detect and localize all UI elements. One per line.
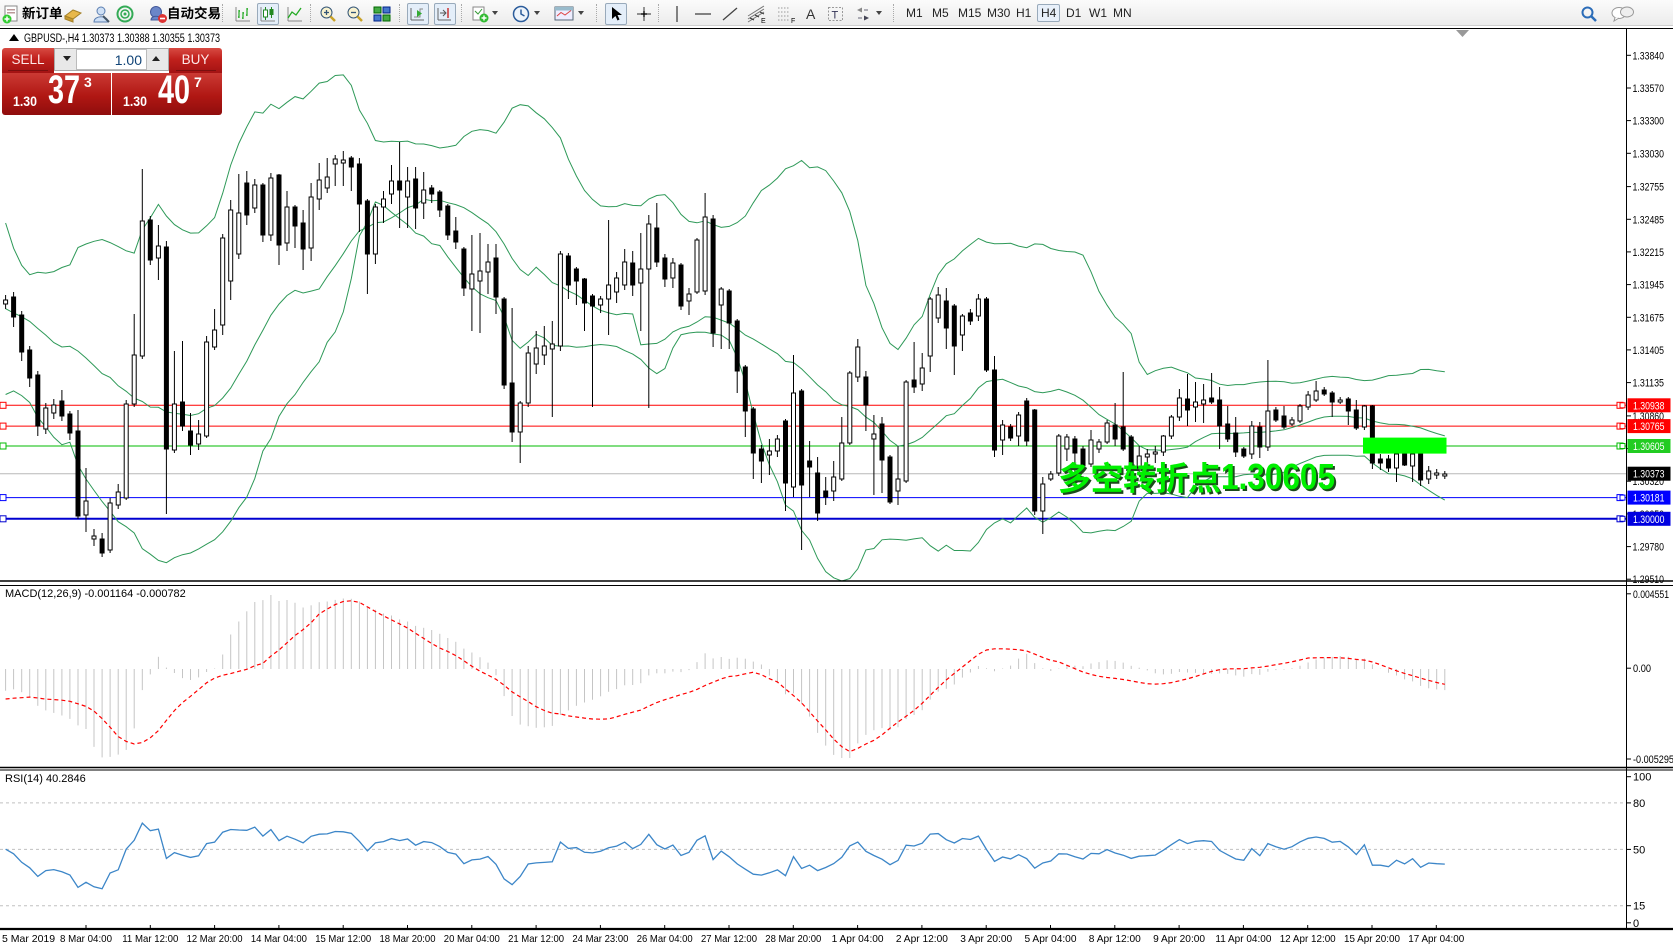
- svg-text:1.29780: 1.29780: [1633, 542, 1665, 554]
- svg-text:A: A: [806, 6, 816, 22]
- svg-text:1.31135: 1.31135: [1633, 378, 1665, 390]
- svg-text:1.32485: 1.32485: [1633, 214, 1665, 226]
- svg-text:F: F: [791, 18, 795, 24]
- svg-text:E: E: [761, 18, 766, 24]
- svg-text:1.31405: 1.31405: [1633, 345, 1665, 357]
- svg-text:GBPUSD-,H4 1.30373 1.30388 1.: GBPUSD-,H4 1.30373 1.30388 1.30355 1.303…: [24, 33, 220, 45]
- svg-text:3 Apr 20:00: 3 Apr 20:00: [960, 933, 1012, 945]
- svg-text:5 Mar 2019: 5 Mar 2019: [2, 933, 55, 945]
- svg-text:2 Apr 12:00: 2 Apr 12:00: [896, 933, 948, 945]
- svg-text:15 Apr 20:00: 15 Apr 20:00: [1344, 933, 1400, 945]
- svg-text:0.004551: 0.004551: [1633, 589, 1669, 601]
- svg-text:T: T: [832, 10, 839, 22]
- svg-text:5 Apr 04:00: 5 Apr 04:00: [1025, 933, 1077, 945]
- svg-text:8 Apr 12:00: 8 Apr 12:00: [1089, 933, 1141, 945]
- svg-text:1.30000: 1.30000: [1633, 514, 1665, 526]
- svg-text:1.31945: 1.31945: [1633, 280, 1665, 292]
- svg-text:12 Mar 20:00: 12 Mar 20:00: [187, 933, 243, 945]
- svg-text:1.31675: 1.31675: [1633, 312, 1665, 324]
- svg-text:1.30373: 1.30373: [1633, 469, 1665, 481]
- svg-text:28 Mar 20:00: 28 Mar 20:00: [765, 933, 821, 945]
- svg-text:15: 15: [1633, 901, 1645, 913]
- svg-text:1.33030: 1.33030: [1633, 148, 1665, 160]
- svg-text:8 Mar 04:00: 8 Mar 04:00: [60, 933, 112, 945]
- svg-text:9 Apr 20:00: 9 Apr 20:00: [1153, 933, 1205, 945]
- svg-text:24 Mar 23:00: 24 Mar 23:00: [572, 933, 628, 945]
- svg-text:RSI(14) 40.2846: RSI(14) 40.2846: [5, 773, 86, 785]
- svg-text:15 Mar 12:00: 15 Mar 12:00: [315, 933, 371, 945]
- svg-text:1.30605: 1.30605: [1633, 441, 1665, 453]
- svg-text:26 Mar 04:00: 26 Mar 04:00: [637, 933, 693, 945]
- svg-text:27 Mar 12:00: 27 Mar 12:00: [701, 933, 757, 945]
- svg-text:0.00: 0.00: [1633, 663, 1651, 675]
- svg-text:11 Apr 04:00: 11 Apr 04:00: [1215, 933, 1271, 945]
- svg-text:1.30938: 1.30938: [1633, 400, 1665, 412]
- svg-text:1.30605: 1.30605: [1223, 458, 1337, 499]
- svg-text:1.30605: 1.30605: [1221, 456, 1335, 497]
- svg-text:1.32755: 1.32755: [1633, 182, 1665, 194]
- svg-text:14 Mar 04:00: 14 Mar 04:00: [251, 933, 307, 945]
- svg-text:MACD(12,26,9) -0.001164 -0.000: MACD(12,26,9) -0.001164 -0.000782: [5, 588, 186, 600]
- svg-text:1 Apr 04:00: 1 Apr 04:00: [832, 933, 884, 945]
- svg-text:12 Apr 12:00: 12 Apr 12:00: [1280, 933, 1336, 945]
- svg-text:18 Mar 20:00: 18 Mar 20:00: [380, 933, 436, 945]
- svg-text:80: 80: [1633, 798, 1645, 810]
- svg-text:21 Mar 12:00: 21 Mar 12:00: [508, 933, 564, 945]
- svg-text:1.33840: 1.33840: [1633, 50, 1665, 62]
- svg-text:1.33570: 1.33570: [1633, 83, 1665, 95]
- svg-text:50: 50: [1633, 844, 1645, 856]
- svg-text:11 Mar 12:00: 11 Mar 12:00: [122, 933, 178, 945]
- svg-text:1.33300: 1.33300: [1633, 116, 1665, 128]
- svg-text:0: 0: [1633, 918, 1639, 930]
- svg-text:17 Apr 04:00: 17 Apr 04:00: [1408, 933, 1464, 945]
- svg-text:-0.005295: -0.005295: [1633, 754, 1673, 766]
- svg-text:100: 100: [1633, 772, 1651, 784]
- svg-text:1.30181: 1.30181: [1633, 493, 1665, 505]
- svg-text:1.32215: 1.32215: [1633, 247, 1665, 259]
- svg-text:20 Mar 04:00: 20 Mar 04:00: [444, 933, 500, 945]
- svg-text:1.30765: 1.30765: [1633, 421, 1665, 433]
